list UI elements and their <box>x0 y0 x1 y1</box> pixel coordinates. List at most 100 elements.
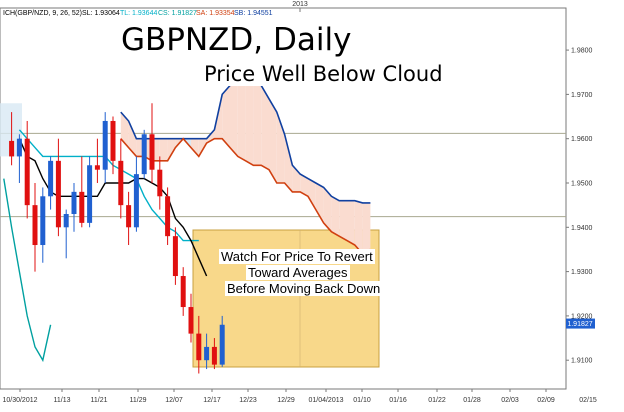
cloud-segment <box>253 81 262 166</box>
candle-body <box>219 324 225 365</box>
candle-body <box>204 346 210 361</box>
candle <box>172 227 178 285</box>
header-tl-value: TL: 1.93644 <box>120 10 157 17</box>
candle-body <box>79 191 85 223</box>
annotation-line-1: Watch For Price To Revert <box>219 249 375 264</box>
indicator-label: ICH(GBP/NZD, 9, 26, 52) <box>3 10 82 17</box>
candles-group <box>9 103 225 374</box>
header-sb-value: SB: 1.94551 <box>234 10 273 17</box>
candle <box>71 182 77 232</box>
cloud-segment <box>167 138 176 161</box>
candle <box>40 187 46 263</box>
y-tick-label: 1.9500 <box>571 180 593 187</box>
cloud-segment <box>300 174 308 197</box>
candle <box>126 191 132 246</box>
candle <box>55 138 61 237</box>
candle-body <box>24 138 30 206</box>
candle-body <box>196 333 202 361</box>
y-tick-label: 1.9300 <box>571 269 593 276</box>
candle <box>32 182 38 272</box>
x-tick-label: 11/21 <box>91 397 108 404</box>
candle-body <box>141 134 147 175</box>
x-tick-label: 02/03 <box>501 397 519 404</box>
candle-body <box>71 191 77 215</box>
cloud-segment <box>159 138 168 161</box>
cloud-segment <box>331 196 340 237</box>
candle <box>9 112 15 166</box>
candle-body <box>118 160 124 206</box>
candle <box>149 103 155 183</box>
candle-body <box>110 120 116 161</box>
cloud-segment <box>323 187 332 232</box>
senkou-span-a-line <box>120 137 371 255</box>
cloud-segment <box>128 120 137 157</box>
annotation-line-2: Toward Averages <box>246 265 350 280</box>
cloud-segment <box>261 85 269 170</box>
candle <box>87 156 93 228</box>
candle-body <box>48 160 54 197</box>
cloud-segment <box>245 81 254 166</box>
y-tick-label: 1.9400 <box>571 225 593 232</box>
chikou-line <box>3 178 52 363</box>
x-tick-label: 11/13 <box>54 397 71 404</box>
x-tick-label: 01/22 <box>428 397 446 404</box>
y-tick-label: 1.9700 <box>571 92 593 99</box>
annotation-line-3: Before Moving Back Down <box>225 281 383 296</box>
x-tick-label: 01/16 <box>389 397 407 404</box>
candle-body <box>32 205 38 246</box>
chart-subtitle: Price Well Below Cloud <box>200 63 447 86</box>
candle <box>79 156 85 228</box>
candle-body <box>188 307 194 334</box>
candle-body <box>55 160 61 228</box>
candle-body <box>126 205 132 228</box>
x-tick-label: 11/29 <box>130 397 147 404</box>
x-tick-label: 12/07 <box>165 397 183 404</box>
x-tick-label: 12/23 <box>239 397 257 404</box>
cloud-segment <box>339 200 347 241</box>
cloud-segment <box>308 178 316 210</box>
candle <box>188 293 194 343</box>
chart-title: GBPNZD, Daily <box>117 24 356 57</box>
cloud-segment-early <box>0 103 22 157</box>
cloud-segment <box>120 112 129 148</box>
x-tick-label: 10/30/2012 <box>2 397 37 404</box>
cloud-segment <box>347 200 355 246</box>
y-axis-group: 1.9800 1.9700 1.9600 1.9500 1.9400 1.9300 1.92… <box>566 48 593 365</box>
candle <box>16 134 22 183</box>
x-tick-label: 12/29 <box>277 397 295 404</box>
x-tick-label: 12/17 <box>203 397 221 404</box>
cloud-segment <box>191 138 199 157</box>
candle <box>110 116 116 175</box>
candle <box>48 156 54 210</box>
x-tick-label: 01/10 <box>353 397 371 404</box>
cloud-group <box>0 81 371 254</box>
cloud-segment <box>362 202 371 254</box>
candle-body <box>102 120 108 170</box>
y-tick-label: 1.9100 <box>571 358 593 365</box>
price-tag-label: 1.91827 <box>567 321 592 328</box>
indicator-header: ICH(GBP/NZD, 9, 26, 52) SL: 1.93064 TL: … <box>3 10 273 17</box>
candle <box>118 138 124 219</box>
candle-body <box>157 169 163 197</box>
candle-body <box>16 138 22 157</box>
header-sa-value: SA: 1.93354 <box>196 10 235 17</box>
candle <box>94 138 100 183</box>
candle <box>165 187 171 246</box>
cloud-segment <box>269 98 277 183</box>
candle-body <box>87 165 93 223</box>
candle <box>63 209 69 259</box>
candle <box>180 267 186 316</box>
candle-body <box>172 236 178 277</box>
header-cs-value: CS: 1.91827 <box>158 10 197 17</box>
price-tag: 1.91827 <box>566 318 595 329</box>
candle <box>141 129 147 179</box>
cloud-segment <box>222 85 230 148</box>
candle <box>211 338 217 370</box>
header-sl-value: SL: 1.93064 <box>82 10 120 17</box>
candle-body <box>40 196 46 246</box>
x-tick-label: 02/09 <box>537 397 555 404</box>
x-tick-label: 01/28 <box>463 397 481 404</box>
candle-body <box>211 346 217 365</box>
y-tick-label: 1.9800 <box>571 48 593 55</box>
